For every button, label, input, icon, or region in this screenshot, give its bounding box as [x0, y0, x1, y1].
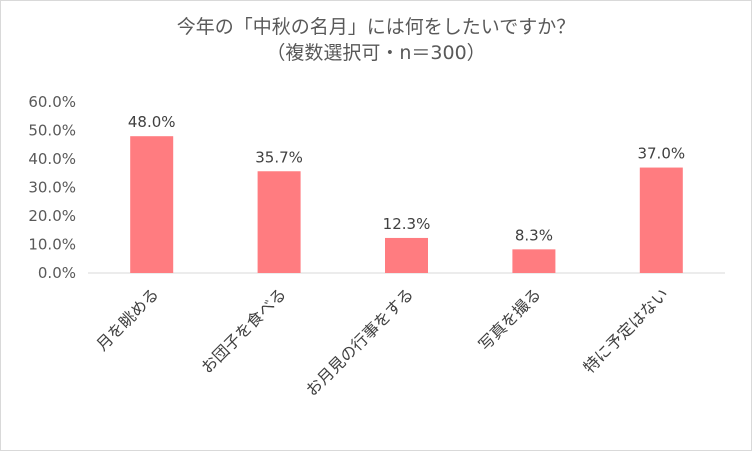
x-category-label: お団子を食べる: [197, 284, 290, 377]
data-label: 8.3%: [515, 226, 553, 244]
bars: [130, 136, 683, 273]
bar: [639, 167, 683, 273]
x-category-label: 特に予定はない: [579, 284, 672, 377]
y-tick-label: 10.0%: [28, 236, 76, 254]
data-label: 48.0%: [128, 113, 176, 131]
data-labels: 48.0% 35.7% 12.3% 8.3% 37.0%: [128, 113, 685, 244]
x-category-label: 写真を撮る: [475, 284, 545, 354]
bar: [512, 249, 556, 273]
x-category-label: お月見の行事をする: [302, 284, 417, 399]
data-label: 37.0%: [637, 145, 685, 163]
chart-title-block: 今年の「中秋の名月」には何をしたいですか？ （複数選択可・n＝300）: [0, 14, 752, 66]
chart-title: 今年の「中秋の名月」には何をしたいですか？: [176, 16, 576, 38]
data-label: 35.7%: [255, 148, 303, 166]
chart-subtitle: （複数選択可・n＝300）: [266, 42, 486, 64]
y-tick-label: 0.0%: [38, 264, 76, 282]
y-tick-label: 50.0%: [28, 122, 76, 140]
bar: [130, 136, 174, 273]
y-tick-label: 20.0%: [28, 207, 76, 225]
x-category-label: 月を眺める: [93, 284, 163, 354]
bar: [257, 171, 301, 273]
y-tick-label: 60.0%: [28, 93, 76, 111]
data-label: 12.3%: [383, 215, 431, 233]
y-tick-label: 30.0%: [28, 179, 76, 197]
y-tick-label: 40.0%: [28, 150, 76, 168]
x-axis-labels: 月を眺める お団子を食べる お月見の行事をする 写真を撮る 特に予定はない: [93, 284, 673, 399]
y-axis: 0.0% 10.0% 20.0% 30.0% 40.0% 50.0% 60.0%: [28, 93, 76, 282]
bar: [385, 237, 428, 273]
